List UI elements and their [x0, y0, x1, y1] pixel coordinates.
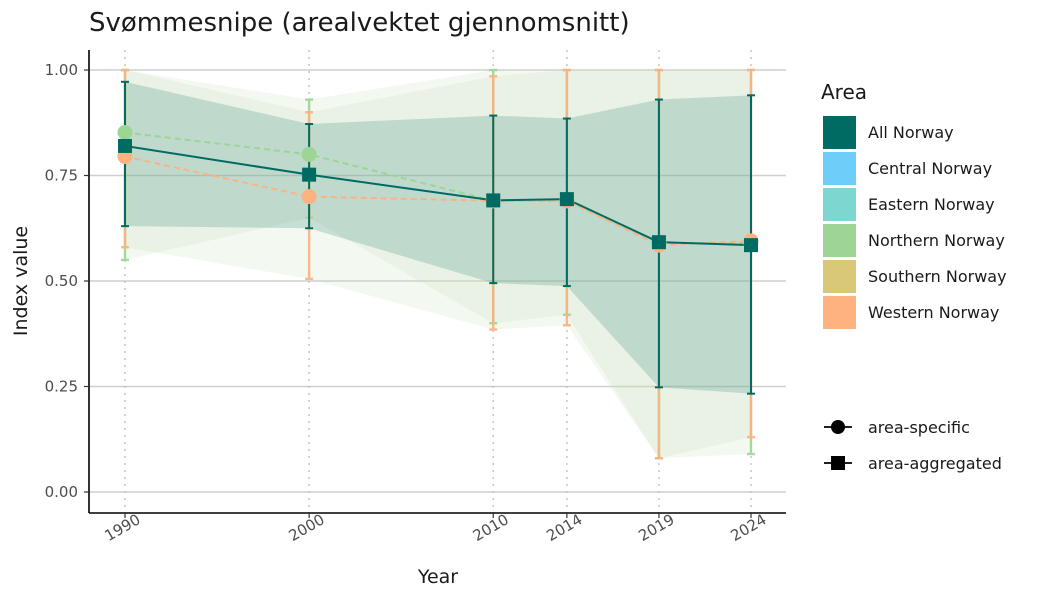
legend-shape-label: area-aggregated — [868, 454, 1002, 473]
confidence-ribbons — [125, 70, 751, 459]
y-tick-label: 0.25 — [45, 378, 78, 396]
point-circle — [117, 124, 133, 140]
legend-key — [823, 152, 856, 185]
x-tick-label: 1990 — [101, 510, 143, 545]
point-square — [744, 238, 758, 253]
point-circle — [301, 189, 317, 205]
x-tick-label: 2019 — [635, 510, 677, 545]
chart-title: Svømmesnipe (arealvektet gjennomsnitt) — [89, 8, 630, 38]
series-points — [117, 124, 759, 253]
y-tick-label: 0.00 — [45, 483, 78, 501]
legend-label: Northern Norway — [868, 231, 1005, 250]
x-axis-label: Year — [417, 566, 458, 588]
point-square — [118, 138, 132, 153]
legend-key — [823, 296, 856, 329]
y-tick-label: 0.50 — [45, 272, 78, 290]
legend-key — [823, 116, 856, 149]
point-circle — [301, 146, 317, 162]
ribbon-all-norway — [125, 81, 751, 394]
point-square — [651, 235, 666, 250]
legend: Area All Norway Central Norway Eastern Nor… — [821, 80, 1007, 473]
point-square — [302, 167, 317, 182]
legend-key — [823, 188, 856, 221]
point-square — [486, 193, 501, 208]
y-tick-label: 1.00 — [45, 61, 78, 79]
point-square — [559, 192, 574, 207]
legend-label: All Norway — [868, 123, 954, 142]
x-tick-label: 2014 — [543, 510, 585, 545]
legend-square — [831, 456, 845, 470]
legend-label: Eastern Norway — [868, 195, 995, 214]
legend-label: Central Norway — [868, 159, 992, 178]
y-axis-label: Index value — [10, 226, 32, 336]
ribbon-western-norway — [125, 70, 751, 459]
legend-title: Area — [821, 80, 867, 104]
series-lines — [124, 131, 752, 247]
y-tick-label: 0.75 — [45, 167, 78, 185]
legend-key — [823, 260, 856, 293]
legend-label: Southern Norway — [868, 267, 1007, 286]
line-all-norway — [124, 144, 752, 247]
x-tick-label: 2000 — [286, 510, 328, 545]
x-tick-label: 2010 — [470, 510, 512, 545]
legend-circle — [831, 420, 845, 434]
line-western-norway — [124, 155, 752, 247]
legend-key — [823, 224, 856, 257]
x-ticks: 1990 2000 2010 2014 2019 2024 — [101, 510, 769, 545]
legend-label: Western Norway — [868, 303, 999, 322]
y-ticks: 0.00 0.25 0.50 0.75 1.00 — [45, 61, 89, 501]
legend-shape-label: area-specific — [868, 418, 970, 437]
ribbon-northern-norway — [125, 70, 751, 459]
x-tick-label: 2024 — [727, 510, 769, 545]
